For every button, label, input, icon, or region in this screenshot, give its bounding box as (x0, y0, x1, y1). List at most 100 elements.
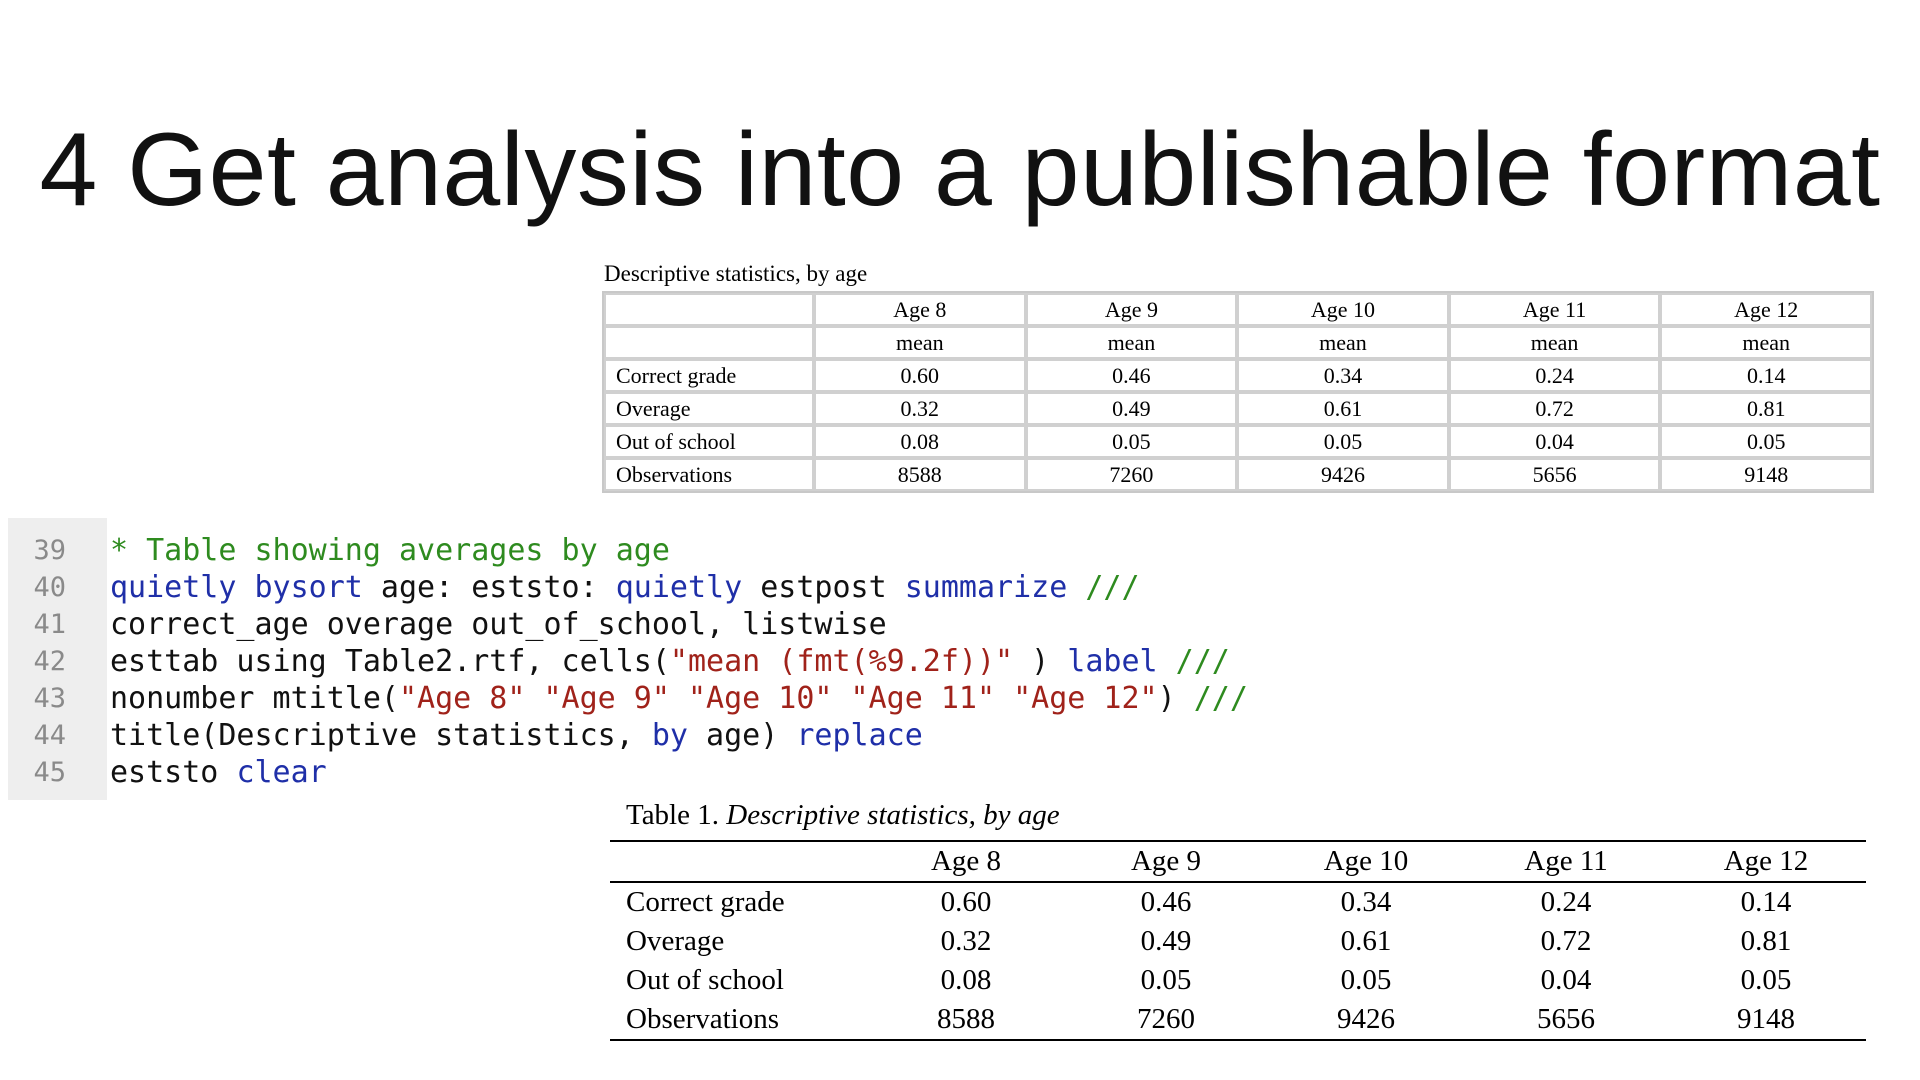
table-cell: 0.05 (1340, 963, 1392, 996)
code-token: nonumber mtitle( (110, 681, 399, 716)
row-label: Out of school (626, 963, 784, 996)
html-table-subheader: mean (1237, 326, 1449, 359)
code-token: "Age 8" "Age 9" "Age 10" "Age 11" "Age 1… (398, 681, 1158, 716)
table-cell: 0.24 (1540, 885, 1592, 918)
table-cell: 9148 (1666, 999, 1866, 1041)
html-table-col-header: Age 8 (814, 293, 1026, 326)
table-cell: 9426 (1266, 999, 1466, 1041)
code-token: age) (687, 718, 797, 753)
table-cell: 5656 (1466, 999, 1666, 1041)
line-number: 40 (33, 572, 66, 603)
code-editor: 39 * Table showing averages by age 40 quiet… (8, 518, 1308, 800)
code-token: quietly (615, 570, 743, 605)
rtf-table-col-header: Age 11 (1466, 839, 1666, 883)
table-cell: 0.60 (814, 359, 1026, 392)
code-token (1158, 644, 1176, 679)
table-cell: 0.61 (1237, 392, 1449, 425)
table-cell: 0.34 (1340, 885, 1392, 918)
html-table-col-header: Age 11 (1448, 293, 1661, 326)
table-cell: 0.72 (1448, 392, 1661, 425)
code-text: esttab using Table2.rtf, cells("mean (fm… (110, 643, 1230, 680)
table-cell: 0.46 (1025, 359, 1238, 392)
code-token: summarize (904, 570, 1068, 605)
code-token: ) (1013, 644, 1068, 679)
code-token: quietly bysort (110, 570, 363, 605)
code-token: esttab using Table2.rtf, cells( (110, 644, 670, 679)
table-row: Correct grade 0.60 0.46 0.34 0.24 0.14 (610, 882, 1866, 922)
table-row: Correct grade 0.60 0.46 0.34 0.24 0.14 (604, 359, 1872, 392)
line-number: 39 (33, 535, 66, 566)
table-cell: 8588 (814, 458, 1026, 491)
line-number: 42 (33, 646, 66, 677)
line-number: 44 (33, 720, 66, 751)
code-token: "mean (fmt(%9.2f))" (669, 644, 1014, 679)
table-cell: 0.34 (1237, 359, 1449, 392)
row-label: Observations (604, 458, 814, 491)
rtf-caption-title: Descriptive statistics, by age (726, 799, 1060, 831)
table-cell: 5656 (1448, 458, 1661, 491)
html-table-col-header: Age 12 (1660, 293, 1872, 326)
table-row: Overage 0.32 0.49 0.61 0.72 0.81 (604, 392, 1872, 425)
table-cell: 0.61 (1340, 924, 1392, 957)
rtf-table-caption: Table 1. Descriptive statistics, by age (626, 799, 1866, 832)
table-cell: 0.14 (1660, 359, 1872, 392)
code-text: * Table showing averages by age (110, 532, 670, 569)
code-text: eststo clear (110, 754, 327, 791)
rtf-table: Age 8 Age 9 Age 10 Age 11 Age 12 Correct… (610, 839, 1866, 1041)
table-cell: 0.72 (1540, 924, 1592, 957)
html-table-header-row: Age 8 Age 9 Age 10 Age 11 Age 12 (604, 293, 1872, 326)
table-cell: 0.04 (1448, 425, 1661, 458)
rtf-table-col-header: Age 9 (1066, 839, 1266, 883)
rtf-caption-prefix: Table 1. (626, 799, 719, 831)
html-table-subheader: mean (1660, 326, 1872, 359)
html-table-subheader-row: mean mean mean mean mean (604, 326, 1872, 359)
code-token: /// (1085, 570, 1140, 605)
code-token: clear (236, 755, 327, 790)
code-token: estpost (742, 570, 905, 605)
slide-title: 4 Get analysis into a publishable format (39, 112, 1881, 228)
table-cell: 0.04 (1540, 963, 1592, 996)
table-cell: 9426 (1237, 458, 1449, 491)
code-token: * Table showing averages by age (110, 533, 670, 568)
table-row: Overage 0.32 0.49 0.61 0.72 0.81 (610, 922, 1866, 961)
table-cell: 0.08 (940, 963, 992, 996)
rtf-table-corner (610, 839, 866, 883)
rtf-table-col-header: Age 12 (1666, 839, 1866, 883)
table-cell: 0.32 (940, 924, 992, 957)
table-cell: 0.60 (940, 885, 992, 918)
code-text: correct_age overage out_of_school, listw… (110, 606, 887, 643)
table-cell: 0.24 (1448, 359, 1661, 392)
table-cell: 0.81 (1740, 924, 1792, 957)
rtf-table-col-header: Age 10 (1266, 839, 1466, 883)
code-token: correct_age overage out_of_school, listw… (110, 607, 887, 642)
row-label: Overage (604, 392, 814, 425)
code-token: /// (1175, 644, 1230, 679)
line-number: 43 (33, 683, 66, 714)
table-cell: 0.49 (1025, 392, 1238, 425)
code-text: nonumber mtitle("Age 8" "Age 9" "Age 10"… (110, 680, 1248, 717)
code-token: /// (1193, 681, 1248, 716)
html-table-subheader: mean (1025, 326, 1238, 359)
html-table-subheader: mean (1448, 326, 1661, 359)
row-label: Out of school (604, 425, 814, 458)
line-number: 45 (33, 757, 66, 788)
row-label: Correct grade (604, 359, 814, 392)
code-token: label (1067, 644, 1158, 679)
code-text: title(Descriptive statistics, by age) re… (110, 717, 923, 754)
row-label: Correct grade (626, 885, 785, 918)
row-label: Observations (610, 999, 866, 1041)
table-cell: 0.14 (1740, 885, 1792, 918)
row-label: Overage (626, 924, 725, 957)
code-token (1067, 570, 1085, 605)
table-row: Out of school 0.08 0.05 0.05 0.04 0.05 (610, 961, 1866, 1000)
table-cell: 0.08 (814, 425, 1026, 458)
table-cell: 0.46 (1140, 885, 1192, 918)
table-cell: 8588 (866, 999, 1066, 1041)
code-token: age: eststo: (362, 570, 616, 605)
code-token: title(Descriptive statistics, (110, 718, 652, 753)
code-token: replace (796, 718, 923, 753)
html-table-col-header: Age 10 (1237, 293, 1449, 326)
table-cell: 7260 (1025, 458, 1238, 491)
table-cell: 0.49 (1140, 924, 1192, 957)
table-row: Out of school 0.08 0.05 0.05 0.04 0.05 (604, 425, 1872, 458)
